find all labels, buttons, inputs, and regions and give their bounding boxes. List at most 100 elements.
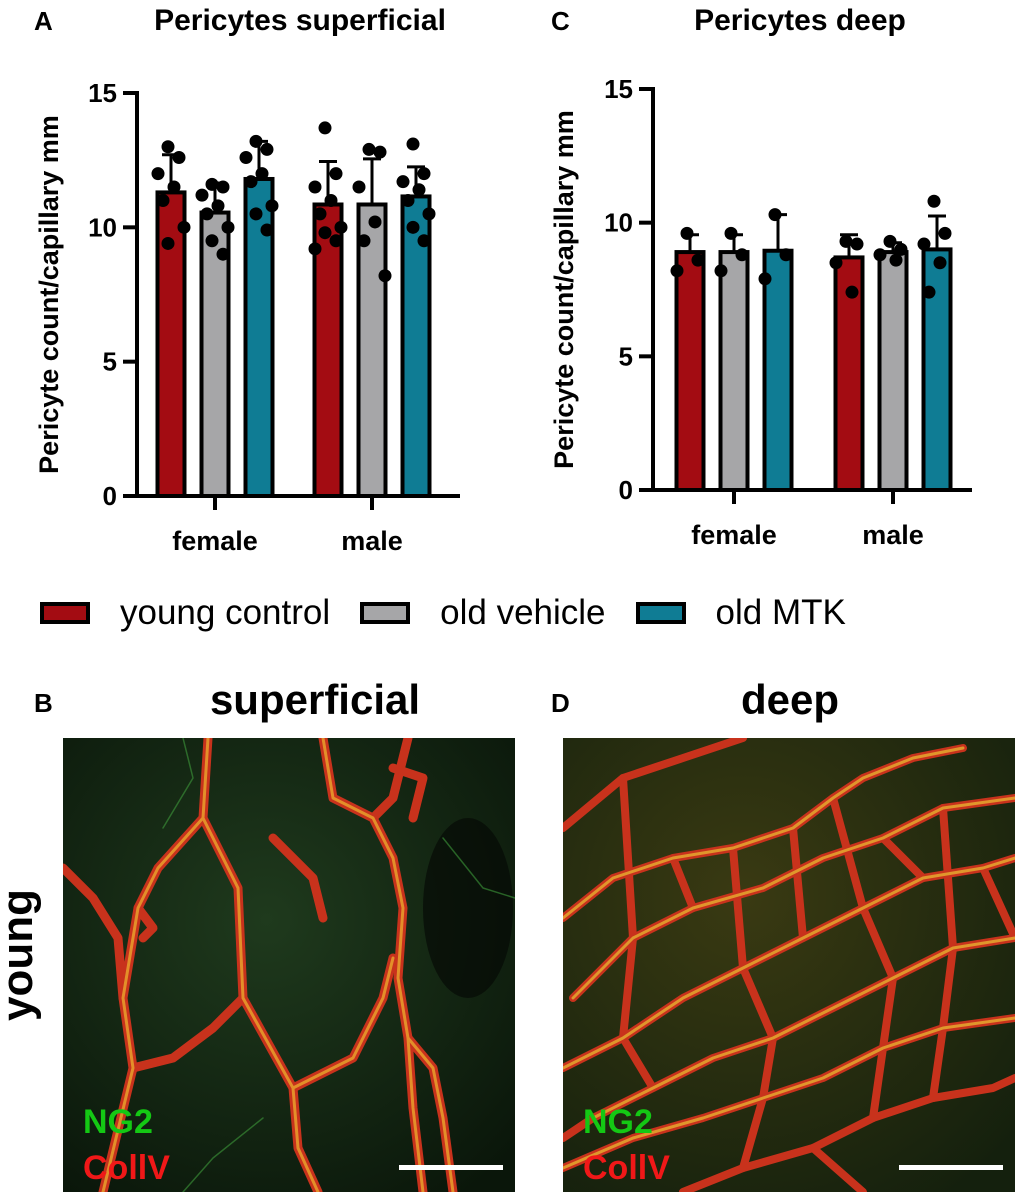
x-tick-label: female (172, 526, 258, 556)
data-point (422, 207, 436, 221)
data-point (839, 234, 853, 248)
vessel-network-deep (563, 738, 1015, 1192)
data-point (255, 167, 269, 181)
data-point (927, 194, 941, 208)
y-axis-label: Pericyte count/capillary mm (549, 110, 579, 469)
data-point (156, 193, 170, 207)
data-point (845, 285, 859, 299)
legend-swatch-old-mtk (635, 602, 686, 624)
micrograph-title-deep: deep (740, 676, 840, 723)
y-tick-label: 0 (103, 481, 117, 511)
data-point (933, 256, 947, 270)
data-point (334, 220, 348, 234)
ng2-label: NG2 (83, 1103, 153, 1141)
data-point (239, 150, 253, 164)
legend-item-old-mtk: old MTK (635, 593, 846, 633)
data-point (368, 215, 382, 229)
data-point (850, 237, 864, 251)
y-tick-label: 15 (88, 78, 117, 108)
panel-letter-b: B (34, 688, 53, 718)
data-point (406, 137, 420, 151)
panel-letter-d: D (551, 688, 570, 718)
data-point (308, 180, 322, 194)
data-point (260, 142, 274, 156)
data-point (735, 248, 749, 262)
y-tick-label: 5 (619, 341, 633, 371)
data-point (680, 226, 694, 240)
x-tick-label: male (341, 526, 403, 556)
data-point (724, 226, 738, 240)
data-point (161, 140, 175, 154)
vessel-network-superficial (63, 738, 515, 1192)
data-point (873, 248, 887, 262)
collv-label: CollV (83, 1149, 170, 1187)
legend-label: old vehicle (440, 593, 606, 632)
data-point (406, 220, 420, 234)
bar-chart-superficial: 0 5 10 15 Pericyte count/capillary mm female m… (34, 78, 460, 556)
data-point (829, 256, 843, 270)
chart-title-superficial: Pericytes superficial (154, 4, 446, 37)
data-point (329, 234, 343, 248)
data-point (260, 223, 274, 237)
data-point (324, 193, 338, 207)
scale-bar (399, 1165, 503, 1170)
x-tick-label: male (862, 520, 924, 550)
data-point (177, 220, 191, 234)
micrograph-title-superficial: superficial (209, 676, 421, 723)
data-point (318, 121, 332, 135)
data-point (318, 226, 332, 240)
data-point (714, 264, 728, 278)
bar (674, 250, 706, 492)
legend-swatch-old-vehicle (360, 602, 411, 624)
data-point (362, 142, 376, 156)
data-point (195, 188, 209, 202)
panel-letter-a: A (34, 6, 53, 36)
data-point (758, 272, 772, 286)
data-point (412, 183, 426, 197)
data-point (883, 234, 897, 248)
data-point (172, 150, 186, 164)
data-point (417, 234, 431, 248)
legend-swatch-young-control (40, 602, 90, 624)
panel-letter-c: C (551, 6, 570, 36)
data-point (205, 234, 219, 248)
data-point (313, 207, 327, 221)
data-point (265, 199, 279, 213)
data-point (768, 208, 782, 222)
bar-chart-deep: 0 5 10 15 Pericyte count/capillary mm female m… (549, 74, 972, 550)
bar (762, 248, 794, 492)
data-point (216, 180, 230, 194)
data-point (373, 145, 387, 159)
data-point (216, 247, 230, 261)
legend-item-old-vehicle: old vehicle (360, 593, 606, 633)
legend: young control old vehicle old MTK (40, 588, 876, 638)
bar (877, 250, 909, 492)
data-point (221, 220, 235, 234)
y-axis-label: Pericyte count/capillary mm (34, 115, 64, 474)
data-point (917, 237, 931, 251)
collv-label: CollV (583, 1149, 670, 1187)
data-point (396, 175, 410, 189)
data-point (779, 248, 793, 262)
bar (718, 250, 750, 492)
data-point (308, 242, 322, 256)
row-label-young: young (0, 889, 42, 1021)
data-point (417, 167, 431, 181)
bar (356, 202, 388, 498)
y-tick-label: 5 (103, 347, 117, 377)
legend-item-young-control: young control (40, 593, 330, 633)
data-point (161, 236, 175, 250)
data-point (691, 253, 705, 267)
legend-label: young control (120, 593, 331, 632)
x-tick-label: female (691, 520, 777, 550)
data-point (249, 134, 263, 148)
data-point (378, 269, 392, 283)
data-point (205, 177, 219, 191)
data-point (889, 253, 903, 267)
ng2-label: NG2 (583, 1103, 653, 1141)
micrograph-superficial: NG2 CollV (63, 738, 515, 1192)
data-point (329, 167, 343, 181)
data-point (200, 207, 214, 221)
y-tick-label: 10 (88, 212, 117, 242)
data-point (249, 207, 263, 221)
